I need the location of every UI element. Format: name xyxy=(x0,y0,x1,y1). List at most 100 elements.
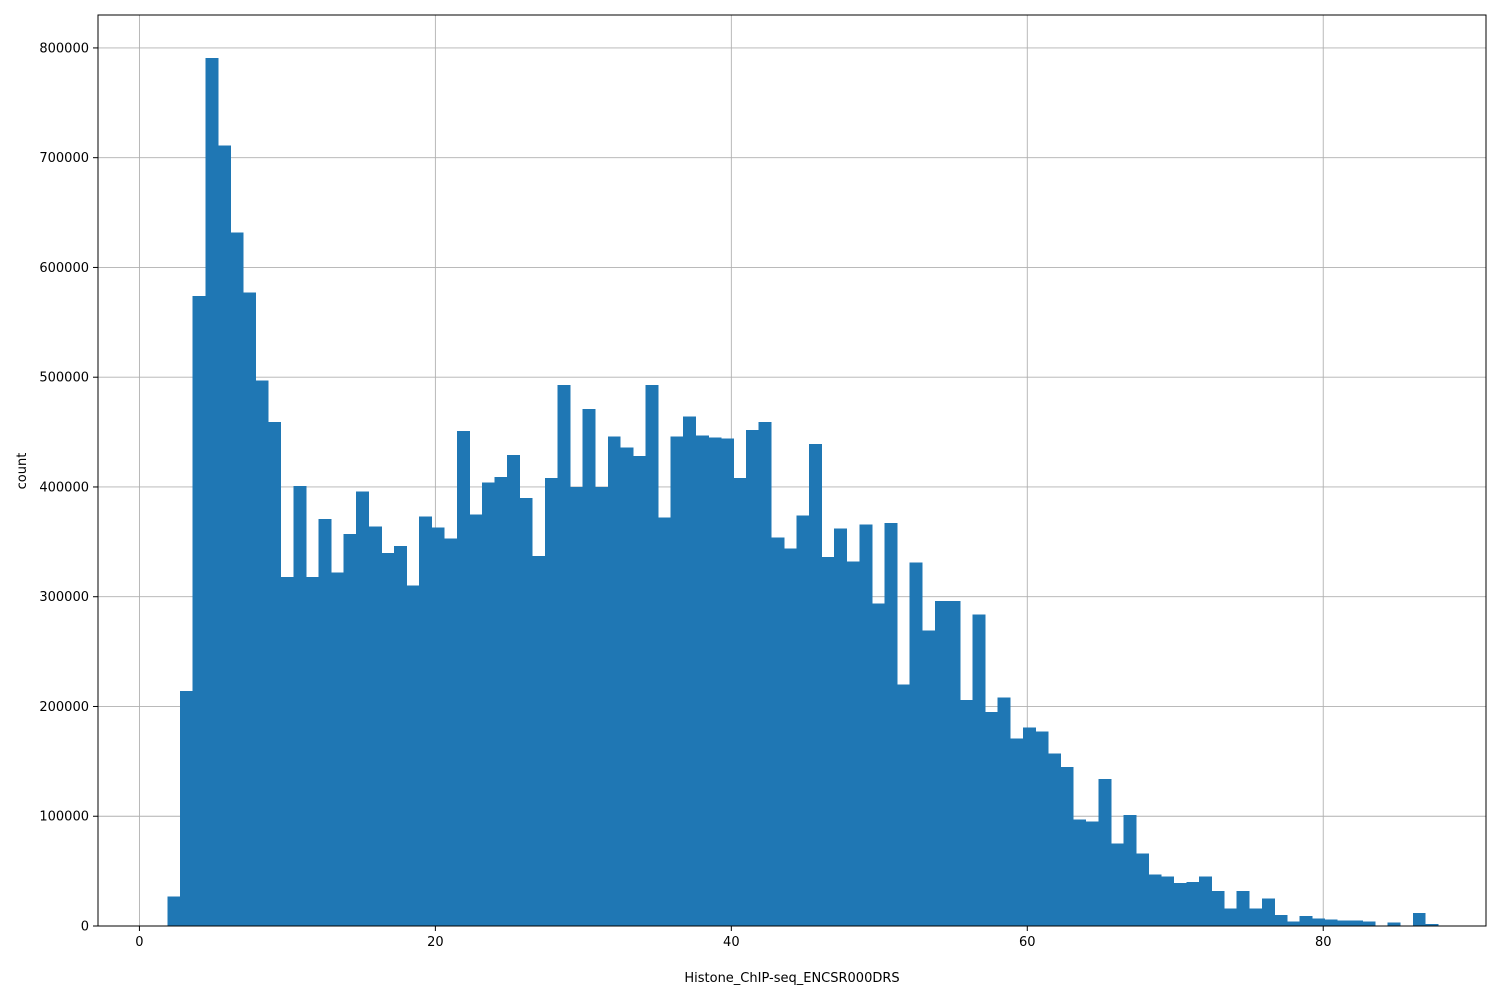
y-tick-label: 100000 xyxy=(39,810,89,825)
histogram-bar xyxy=(934,601,948,926)
histogram-bar xyxy=(922,630,936,926)
histogram-bar xyxy=(1186,882,1200,926)
histogram-bar xyxy=(632,456,646,926)
histogram-bar xyxy=(481,482,495,926)
histogram-bar xyxy=(1337,920,1351,926)
histogram-bar xyxy=(1047,753,1061,926)
histogram-bar xyxy=(670,436,684,926)
histogram-bar xyxy=(1249,908,1263,926)
histogram-bar xyxy=(1362,921,1376,926)
histogram-bar xyxy=(720,438,734,926)
histogram-bar xyxy=(519,497,533,926)
y-tick-label: 700000 xyxy=(39,151,89,166)
histogram-bar xyxy=(1286,921,1300,926)
histogram-bar xyxy=(796,515,810,926)
y-tick-label: 400000 xyxy=(39,480,89,495)
y-tick-label: 200000 xyxy=(39,700,89,715)
histogram-bar xyxy=(1349,920,1363,926)
histogram-bar xyxy=(909,562,923,926)
histogram-bar xyxy=(1161,876,1175,926)
y-tick-label: 500000 xyxy=(39,371,89,386)
histogram-bar xyxy=(595,486,609,926)
histogram-bar xyxy=(809,444,822,926)
histogram-bar xyxy=(1073,819,1087,926)
histogram-bar xyxy=(431,527,445,926)
histogram-bar xyxy=(293,485,307,926)
histogram-bar xyxy=(494,477,508,926)
y-tick-label: 300000 xyxy=(39,590,89,605)
histogram-bar xyxy=(1236,890,1250,926)
histogram-bar xyxy=(1136,853,1150,926)
histogram-bar xyxy=(1173,883,1187,926)
histogram-bar xyxy=(683,416,697,926)
histogram-bar xyxy=(456,430,470,926)
histogram-bar xyxy=(381,552,395,926)
histogram-bar xyxy=(1425,923,1439,926)
x-tick-label: 40 xyxy=(723,935,740,950)
histogram-bar xyxy=(1198,876,1212,926)
histogram-bar xyxy=(884,523,898,926)
x-axis-ticks: 0 20 40 60 80 xyxy=(135,926,1332,950)
histogram-bar xyxy=(1010,738,1024,926)
y-tick-label: 600000 xyxy=(39,261,89,276)
histogram-bar xyxy=(1299,916,1313,926)
y-tick-label: 800000 xyxy=(39,41,89,56)
histogram-bar xyxy=(243,292,256,926)
plot-frame xyxy=(97,14,1487,927)
histogram-bar xyxy=(1098,778,1112,926)
histogram-bar xyxy=(507,455,521,926)
histogram-bar xyxy=(771,537,785,926)
histogram-bar xyxy=(180,691,194,926)
histogram-bar xyxy=(255,380,269,927)
histogram-bar xyxy=(1022,727,1036,926)
histogram-bar xyxy=(620,447,634,926)
histogram-bar xyxy=(1324,919,1338,926)
histogram-bar xyxy=(846,561,860,926)
histogram-bar xyxy=(557,384,571,926)
y-axis-ticks: 0 100000 200000 300000 400000 500000 600000 700… xyxy=(39,41,98,935)
x-axis-label: Histone_ChIP-seq_ENCSR000DRS xyxy=(684,971,899,986)
y-tick-label: 0 xyxy=(81,920,89,935)
histogram-bar xyxy=(582,409,596,927)
x-tick-label: 0 xyxy=(135,935,143,950)
histogram-bar xyxy=(280,576,294,926)
histogram-bar xyxy=(985,711,999,926)
histogram-bar xyxy=(406,585,420,926)
histogram-bar xyxy=(469,514,483,926)
histogram-bar xyxy=(758,422,772,926)
histogram-bar xyxy=(1274,915,1288,926)
x-tick-label: 80 xyxy=(1315,935,1332,950)
histogram-bar xyxy=(947,601,961,926)
histogram-bar xyxy=(997,697,1011,926)
histogram-bar xyxy=(1060,766,1074,926)
histogram-bar xyxy=(305,576,319,926)
histogram-bar xyxy=(167,896,181,926)
histogram-bar xyxy=(607,436,621,926)
histogram-bar xyxy=(356,491,370,926)
histogram-bars xyxy=(167,57,1439,927)
histogram-bar xyxy=(393,546,407,926)
histogram-bar xyxy=(859,524,873,926)
histogram-bar xyxy=(318,518,332,926)
histogram-bar xyxy=(268,422,282,926)
histogram-bar xyxy=(1110,843,1124,926)
histogram-bar xyxy=(205,57,219,926)
histogram-bar xyxy=(695,435,709,926)
histogram-bar xyxy=(733,478,747,926)
histogram-bar xyxy=(230,232,244,927)
histogram-bar xyxy=(658,517,672,926)
x-tick-label: 20 xyxy=(427,935,444,950)
histogram-bar xyxy=(897,684,911,926)
histogram-bar xyxy=(959,699,973,926)
histogram-bar xyxy=(1211,890,1225,926)
histogram-bar xyxy=(419,516,433,926)
histogram-bar xyxy=(217,145,231,926)
histogram-bar xyxy=(645,384,659,926)
histogram-bar xyxy=(192,295,206,926)
histogram-bar xyxy=(746,429,760,926)
histogram-bar xyxy=(871,603,885,926)
histogram-bar xyxy=(1085,821,1099,926)
histogram-bar xyxy=(783,548,797,926)
histogram-bar xyxy=(1412,912,1426,926)
